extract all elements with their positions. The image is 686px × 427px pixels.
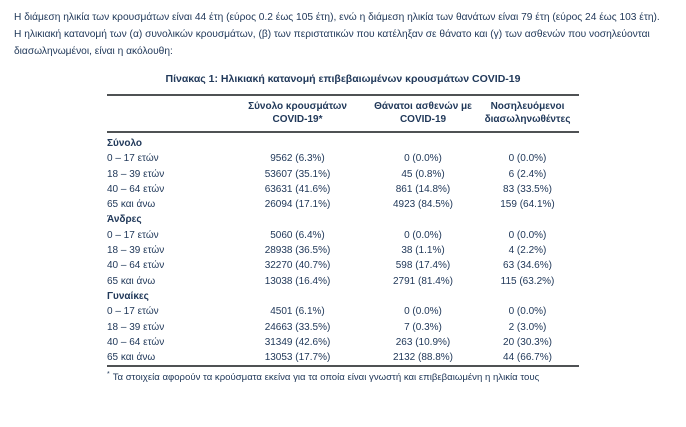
header-cases: Σύνολο κρουσμάτων COVID-19*: [225, 95, 370, 132]
age-range-cell: 40 – 64 ετών: [107, 336, 165, 348]
header-intubated-line1: Νοσηλευόμενοι: [490, 101, 565, 112]
age-range-cell: 18 – 39 ετών: [107, 245, 165, 257]
age-data-row: 65 και άνω 26094 (17.1%) 4923 (84.5%) 159 (…: [107, 197, 579, 212]
age-range-cell: 18 – 39 ετών: [107, 168, 165, 180]
intubated-value-cell: 2 (3.0%): [508, 321, 547, 333]
deaths-value-cell: 38 (1.1%): [401, 245, 445, 257]
cases-value-cell: 31349 (42.6%): [264, 336, 331, 348]
table-footnote: * Τα στοιχεία αφορούν τα κρούσματα εκείνα…: [107, 368, 579, 385]
cases-value-cell: 28938 (36.5%): [264, 245, 331, 257]
section-header-row: Άνδρες: [107, 212, 579, 227]
section-label: Γυναίκες: [107, 290, 149, 302]
deaths-value-cell: 45 (0.8%): [401, 168, 445, 180]
section-header-row: Γυναίκες: [107, 289, 579, 304]
age-data-row: 18 – 39 ετών 28938 (36.5%) 38 (1.1%) 4 (2.2…: [107, 243, 579, 258]
intubated-value-cell: 0 (0.0%): [508, 306, 547, 318]
intubated-value-cell: 63 (34.6%): [503, 260, 552, 272]
footnote-marker: *: [107, 371, 110, 379]
section-header-row: Σύνολο: [107, 132, 579, 151]
header-cases-line1: Σύνολο κρουσμάτων: [248, 101, 347, 112]
deaths-value-cell: 861 (14.8%): [395, 183, 451, 195]
intubated-value-cell: 20 (30.3%): [503, 336, 552, 348]
deaths-value-cell: 0 (0.0%): [404, 306, 442, 318]
intro-sentence-2: Η ηλικιακή κατανομή των (α) συνολικών κρ…: [14, 29, 650, 57]
deaths-value-cell: 263 (10.9%): [395, 336, 451, 348]
age-data-row: 65 και άνω 13038 (16.4%) 2791 (81.4%) 115 (…: [107, 274, 579, 289]
deaths-value-cell: 0 (0.0%): [404, 153, 442, 165]
header-intubated: Νοσηλευόμενοι διασωληνωθέντες: [476, 95, 579, 132]
cases-value-cell: 13053 (17.7%): [264, 352, 331, 364]
deaths-value-cell: 7 (0.3%): [404, 321, 442, 333]
header-deaths: Θάνατοι ασθενών με COVID-19: [370, 95, 476, 132]
header-deaths-line2: COVID-19: [399, 114, 447, 125]
age-data-row: 18 – 39 ετών 24663 (33.5%) 7 (0.3%) 2 (3.0%…: [107, 320, 579, 335]
cases-value-cell: 9562 (6.3%): [270, 153, 325, 165]
footnote-text: Τα στοιχεία αφορούν τα κρούσματα εκείνα …: [112, 372, 540, 384]
intubated-value-cell: 4 (2.2%): [508, 245, 547, 257]
deaths-value-cell: 598 (17.4%): [395, 260, 451, 272]
age-range-cell: 0 – 17 ετών: [107, 229, 159, 241]
header-cases-line2: COVID-19*: [272, 114, 323, 125]
header-empty-cell: [107, 95, 225, 132]
age-data-row: 40 – 64 ετών 31349 (42.6%) 263 (10.9%) 20 (…: [107, 335, 579, 350]
intubated-value-cell: 115 (63.2%): [500, 275, 555, 287]
intubated-value-cell: 44 (66.7%): [503, 352, 552, 364]
deaths-value-cell: 2132 (88.8%): [392, 352, 454, 364]
age-data-row: 40 – 64 ετών 63631 (41.6%) 861 (14.8%) 83 (…: [107, 182, 579, 197]
section-label: Σύνολο: [107, 138, 143, 149]
cases-value-cell: 13038 (16.4%): [264, 275, 331, 287]
header-deaths-line1: Θάνατοι ασθενών με: [374, 101, 472, 112]
age-data-row: 65 και άνω 13053 (17.7%) 2132 (88.8%) 44 (6…: [107, 350, 579, 366]
age-range-cell: 40 – 64 ετών: [107, 260, 165, 272]
age-data-row: 40 – 64 ετών 32270 (40.7%) 598 (17.4%) 63 (…: [107, 258, 579, 273]
intubated-value-cell: 159 (64.1%): [500, 199, 555, 211]
section-label: Άνδρες: [107, 214, 142, 226]
table-title: Πίνακας 1: Ηλικιακή κατανομή επιβεβαιωμέ…: [165, 73, 521, 85]
intro-paragraph: Η διάμεση ηλικία των κρουσμάτων είναι 44…: [14, 9, 672, 60]
intubated-value-cell: 83 (33.5%): [503, 183, 552, 195]
deaths-value-cell: 2791 (81.4%): [392, 275, 454, 287]
table-header-row: Σύνολο κρουσμάτων COVID-19* Θάνατοι ασθε…: [107, 95, 579, 132]
cases-value-cell: 24663 (33.5%): [264, 321, 331, 333]
deaths-value-cell: 4923 (84.5%): [392, 199, 454, 211]
header-intubated-line2: διασωληνωθέντες: [484, 114, 571, 125]
cases-value-cell: 63631 (41.6%): [264, 183, 331, 195]
cases-value-cell: 5060 (6.4%): [270, 229, 325, 241]
age-range-cell: 18 – 39 ετών: [107, 321, 165, 333]
age-distribution-table: Σύνολο κρουσμάτων COVID-19* Θάνατοι ασθε…: [107, 94, 579, 368]
cases-value-cell: 53607 (35.1%): [264, 168, 331, 180]
intubated-value-cell: 0 (0.0%): [508, 229, 547, 241]
intubated-value-cell: 0 (0.0%): [508, 153, 547, 165]
cases-value-cell: 26094 (17.1%): [264, 199, 331, 211]
deaths-value-cell: 0 (0.0%): [404, 229, 442, 241]
intro-sentence-1: Η διάμεση ηλικία των κρουσμάτων είναι 44…: [14, 12, 660, 23]
intubated-value-cell: 6 (2.4%): [508, 168, 547, 180]
age-range-cell: 0 – 17 ετών: [107, 153, 159, 165]
age-range-cell: 40 – 64 ετών: [107, 183, 165, 195]
age-range-cell: 0 – 17 ετών: [107, 306, 159, 318]
age-data-row: 18 – 39 ετών 53607 (35.1%) 45 (0.8%) 6 (2.4…: [107, 167, 579, 182]
age-data-row: 0 – 17 ετών 4501 (6.1%) 0 (0.0%) 0 (0.0%): [107, 304, 579, 319]
cases-value-cell: 4501 (6.1%): [270, 306, 325, 318]
cases-value-cell: 32270 (40.7%): [264, 260, 331, 272]
age-range-cell: 65 και άνω: [107, 352, 156, 364]
age-range-cell: 65 και άνω: [107, 275, 156, 287]
age-data-row: 0 – 17 ετών 5060 (6.4%) 0 (0.0%) 0 (0.0%): [107, 228, 579, 243]
age-range-cell: 65 και άνω: [107, 199, 156, 211]
age-data-row: 0 – 17 ετών 9562 (6.3%) 0 (0.0%) 0 (0.0%): [107, 151, 579, 166]
